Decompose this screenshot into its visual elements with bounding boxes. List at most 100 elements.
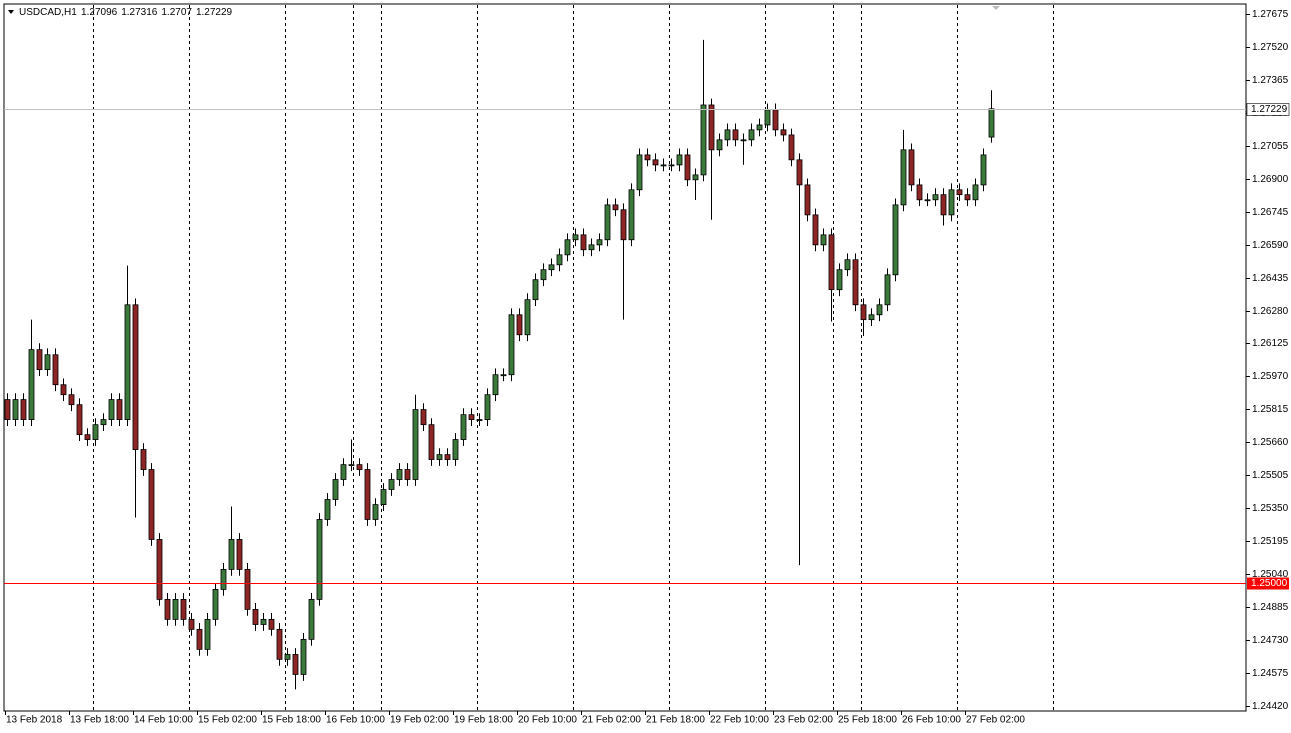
candle-body — [44, 354, 51, 371]
x-tick-label: 23 Feb 02:00 — [774, 715, 833, 726]
candle-body — [220, 569, 227, 590]
candle-body — [492, 374, 499, 396]
y-tick-label: 1.25970 — [1252, 371, 1289, 382]
current-price-label: 1.27229 — [1251, 104, 1288, 115]
candle-body — [148, 469, 155, 540]
candle-body — [820, 234, 827, 246]
candle-body — [636, 154, 643, 191]
x-tick-label: 13 Feb 18:00 — [70, 715, 129, 726]
y-tick-label: 1.24730 — [1252, 635, 1289, 646]
candle-body — [244, 569, 251, 610]
candle-body — [20, 399, 27, 420]
candle-body — [948, 189, 955, 216]
y-tick-label: 1.27365 — [1252, 75, 1289, 86]
candle-body — [452, 439, 459, 460]
y-tick-label: 1.27520 — [1252, 42, 1289, 53]
plot-frame — [3, 3, 1247, 712]
y-tick-label: 1.25350 — [1252, 503, 1289, 514]
menu-arrow[interactable] — [8, 10, 14, 14]
candle-body — [332, 479, 339, 500]
candle-body — [796, 159, 803, 186]
candle-body — [580, 234, 587, 251]
candle-body — [724, 129, 731, 141]
candle-body — [972, 184, 979, 201]
candle-body — [924, 199, 931, 202]
candle-body — [468, 414, 475, 420]
candle-body — [380, 489, 387, 505]
candle-body — [900, 149, 907, 206]
candle-body — [356, 464, 363, 470]
candle-body — [4, 399, 11, 420]
candle-body — [228, 539, 235, 570]
candle-body — [196, 628, 203, 650]
candle-body — [876, 304, 883, 316]
candle-body — [68, 394, 75, 406]
x-tick-label: 15 Feb 02:00 — [198, 715, 257, 726]
y-tick-label: 1.26900 — [1252, 174, 1289, 185]
y-tick-label: 1.27675 — [1252, 9, 1289, 20]
candle-body — [852, 259, 859, 306]
y-tick-label: 1.25815 — [1252, 404, 1289, 415]
x-tick-label: 26 Feb 10:00 — [902, 715, 961, 726]
candle-body — [140, 449, 147, 470]
candle-body — [476, 419, 483, 421]
candle-body — [708, 104, 715, 151]
candle-body — [516, 314, 523, 336]
candle-body — [436, 454, 443, 460]
candle-body — [52, 354, 59, 386]
candle-body — [412, 409, 419, 480]
candle-body — [868, 314, 875, 321]
current-price-tag — [1246, 103, 1290, 116]
candle-body — [100, 419, 107, 426]
x-tick-label: 21 Feb 02:00 — [582, 715, 641, 726]
x-tick-label: 15 Feb 18:00 — [262, 715, 321, 726]
candle-body — [588, 244, 595, 251]
candle-body — [284, 654, 291, 660]
y-tick-label: 1.27055 — [1252, 141, 1289, 152]
candle-body — [628, 189, 635, 241]
candle-body — [372, 504, 379, 520]
candle-body — [156, 539, 163, 600]
candle-body — [84, 434, 91, 440]
candle-body — [404, 469, 411, 480]
candle-body — [388, 479, 395, 490]
y-tick-label: 1.26280 — [1252, 306, 1289, 317]
candle-body — [340, 464, 347, 480]
candle-body — [956, 189, 963, 196]
x-tick-label: 19 Feb 02:00 — [390, 715, 449, 726]
candle-body — [980, 154, 987, 186]
candle-body — [764, 109, 771, 126]
candle-body — [212, 589, 219, 620]
candle-body — [548, 264, 555, 271]
candle-body — [660, 164, 667, 167]
candle-body — [316, 519, 323, 600]
candle-body — [300, 638, 307, 675]
candle-body — [836, 269, 843, 291]
candle-body — [308, 599, 315, 640]
candle-body — [364, 469, 371, 520]
y-tick-label: 1.26125 — [1252, 338, 1289, 349]
candle-body — [652, 159, 659, 166]
y-tick-label: 1.25040 — [1252, 569, 1289, 580]
candle-body — [692, 174, 699, 181]
x-tick-label: 13 Feb 2018 — [6, 715, 63, 726]
candle-body — [116, 399, 123, 420]
candle-body — [556, 254, 563, 266]
x-tick-label: 21 Feb 18:00 — [646, 715, 705, 726]
candle-body — [188, 618, 195, 630]
candle-body — [532, 279, 539, 301]
candle-body — [460, 414, 467, 440]
candle-body — [540, 269, 547, 281]
candle-body — [292, 654, 299, 675]
y-tick-label: 1.25195 — [1252, 536, 1289, 547]
level-tag — [1247, 577, 1289, 590]
y-tick-label: 1.24420 — [1252, 701, 1289, 712]
candle-body — [12, 399, 19, 420]
candle-body — [740, 139, 747, 142]
candle-body — [428, 424, 435, 460]
candle-body — [748, 129, 755, 141]
candle-body — [676, 154, 683, 166]
candle-body — [940, 194, 947, 216]
candle-body — [884, 274, 891, 306]
